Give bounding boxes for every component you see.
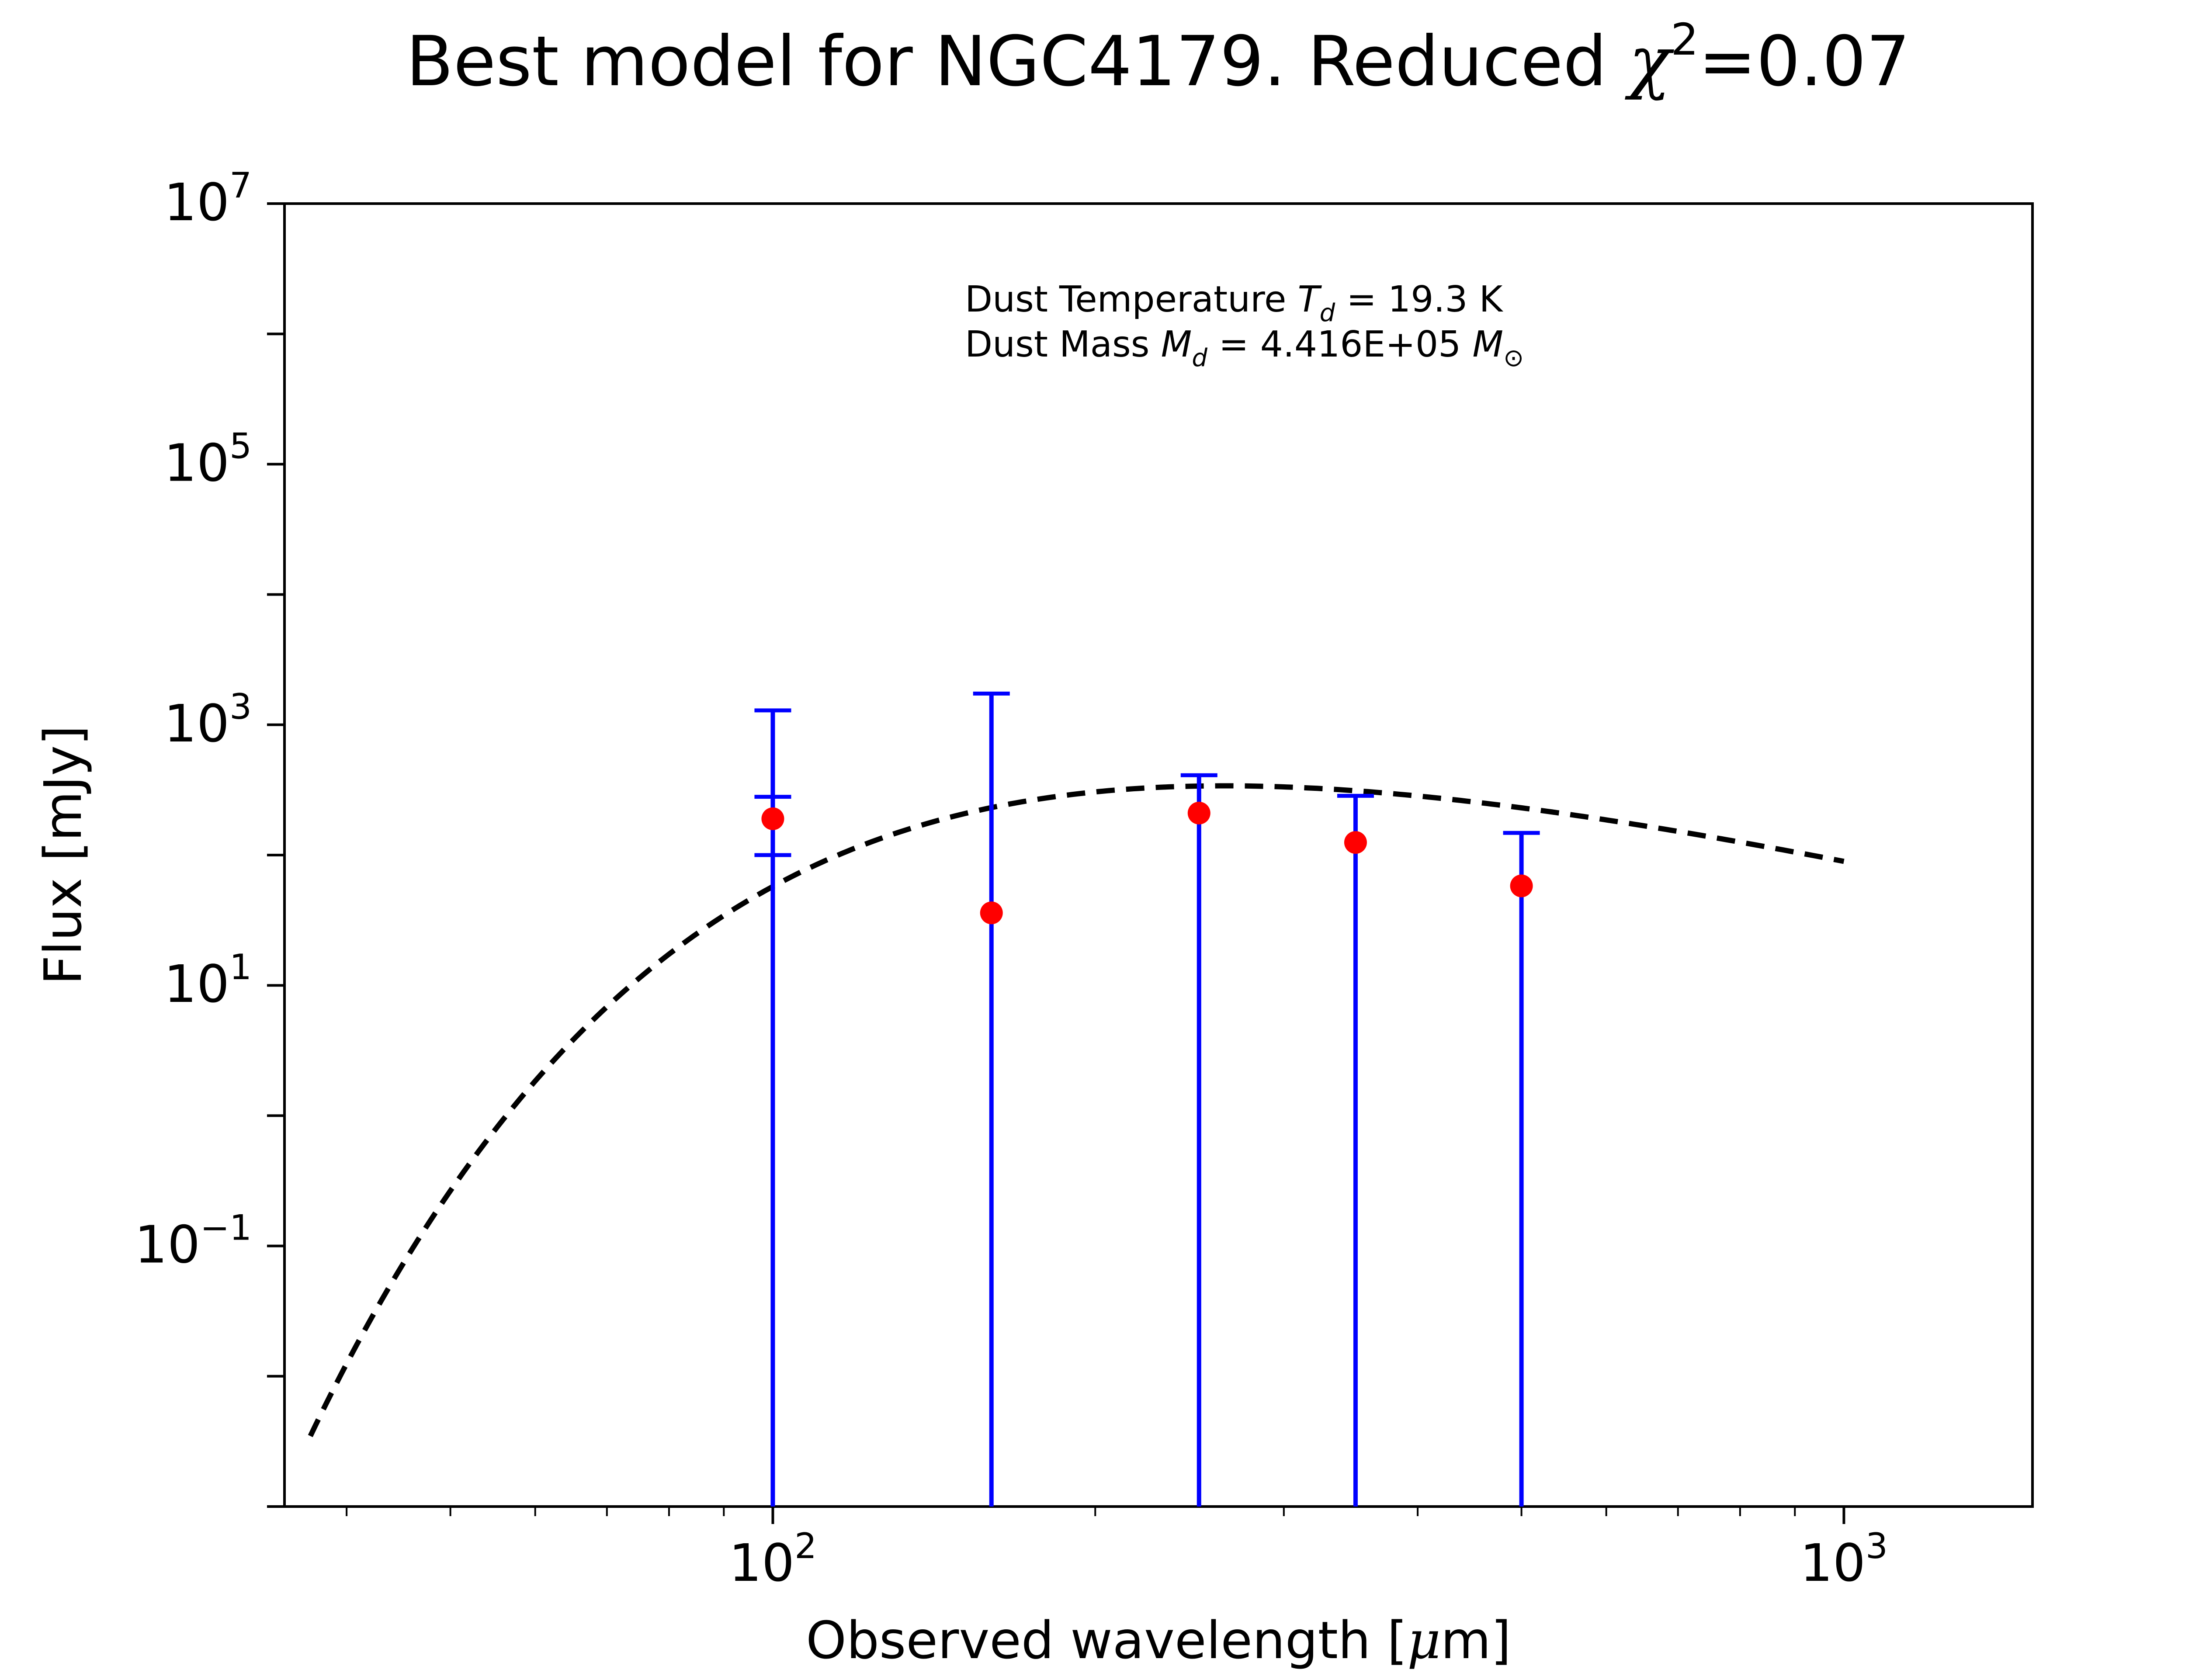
data-point: [761, 807, 784, 830]
data-point: [1344, 831, 1367, 854]
chart-title: Best model for NGC4179. Reduced χ2=0.07: [406, 14, 1910, 102]
annotation: Dust Temperature Td = 19.3 K Dust Mass M…: [965, 279, 1524, 372]
data-point: [1187, 801, 1210, 824]
y-tick-label: 103: [164, 686, 252, 754]
error-bar: [1180, 773, 1217, 1507]
x-tick-label: 103: [1800, 1526, 1888, 1593]
x-axis: 102 103: [346, 1507, 1888, 1593]
data-point: [1510, 874, 1533, 897]
error-bar: [1337, 793, 1374, 1507]
error-bars: [754, 691, 1540, 1507]
y-tick-label: 105: [164, 426, 252, 493]
y-tick-label: 107: [164, 165, 252, 232]
y-axis: 107 105 103 101 10−1: [135, 165, 284, 1508]
annotation-mass: Dust Mass Md = 4.416E+05 M⊙: [965, 324, 1524, 372]
error-bar: [1503, 831, 1540, 1507]
data-points: [761, 801, 1533, 925]
x-tick-label: 102: [729, 1526, 817, 1593]
y-tick-label: 101: [164, 947, 252, 1014]
model-curve: [308, 783, 1845, 1438]
y-axis-label: Flux [mJy]: [33, 725, 93, 985]
y-tick-label: 10−1: [135, 1208, 252, 1275]
x-axis-label: Observed wavelength [μm]: [806, 1610, 1511, 1670]
data-point: [980, 901, 1003, 925]
error-bar: [973, 691, 1010, 1507]
annotation-temperature: Dust Temperature Td = 19.3 K: [965, 279, 1504, 327]
plot-area: [283, 202, 2034, 1508]
